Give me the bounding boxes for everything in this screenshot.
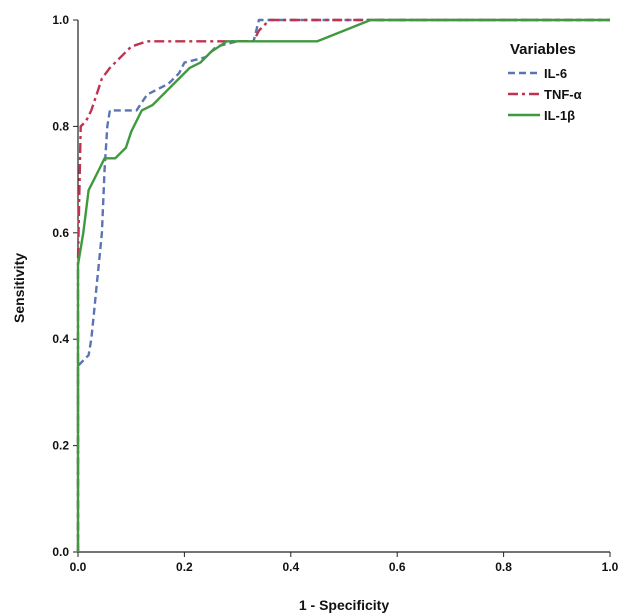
y-tick-label: 1.0: [52, 13, 69, 27]
x-tick-label: 1.0: [602, 560, 619, 574]
series-line-tnf-: [76, 18, 610, 552]
x-tick-label: 0.6: [389, 560, 406, 574]
x-axis-title: 1 - Specificity: [299, 597, 389, 613]
legend-label: IL-6: [544, 66, 567, 81]
x-tick-label: 0.4: [282, 560, 299, 574]
series-lines: [76, 18, 610, 552]
x-ticks: 0.0 0.2 0.4 0.6 0.8 1.0: [70, 552, 619, 574]
y-tick-label: 0.8: [52, 119, 69, 133]
legend-label: IL-1β: [544, 108, 575, 123]
series-line-il-1-: [76, 18, 610, 552]
y-ticks: 0.0 0.2 0.4 0.6 0.8 1.0: [52, 13, 78, 559]
legend[interactable]: Variables IL-6 TNF-α IL-1β: [508, 41, 582, 123]
y-tick-label: 0.6: [52, 226, 69, 240]
x-tick-label: 0.8: [495, 560, 512, 574]
y-tick-label: 0.0: [52, 545, 69, 559]
y-tick-label: 0.2: [52, 439, 69, 453]
x-tick-label: 0.0: [70, 560, 87, 574]
legend-title: Variables: [510, 41, 576, 58]
y-tick-label: 0.4: [52, 332, 69, 346]
x-tick-label: 0.2: [176, 560, 193, 574]
legend-label: TNF-α: [544, 87, 582, 102]
y-axis-title: Sensitivity: [11, 253, 27, 323]
